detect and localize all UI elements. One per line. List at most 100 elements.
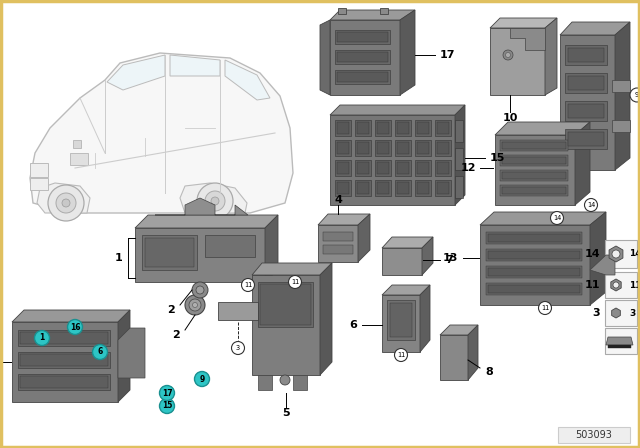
Circle shape xyxy=(193,302,198,307)
Bar xyxy=(355,160,371,176)
Bar xyxy=(486,266,582,278)
Polygon shape xyxy=(606,337,633,345)
Bar xyxy=(608,345,631,348)
Bar xyxy=(380,8,388,14)
Text: 11: 11 xyxy=(584,280,600,290)
Bar xyxy=(375,120,391,136)
Bar xyxy=(355,140,371,156)
Circle shape xyxy=(241,279,255,292)
Bar xyxy=(488,268,580,276)
Bar xyxy=(415,180,431,196)
Text: 11: 11 xyxy=(629,280,640,289)
Polygon shape xyxy=(155,198,248,215)
Bar xyxy=(435,180,451,196)
Bar xyxy=(142,235,197,270)
Bar xyxy=(415,120,431,136)
Bar xyxy=(568,48,604,62)
Text: 14: 14 xyxy=(587,202,595,208)
Bar xyxy=(323,232,353,241)
Text: 12: 12 xyxy=(461,163,476,173)
Circle shape xyxy=(503,50,513,60)
Bar xyxy=(395,180,411,196)
Bar xyxy=(70,153,88,165)
Circle shape xyxy=(630,88,640,102)
Bar xyxy=(488,251,580,259)
Polygon shape xyxy=(615,22,630,170)
Text: 15: 15 xyxy=(490,153,506,163)
Bar xyxy=(375,140,391,156)
Bar xyxy=(18,374,110,390)
Text: 14: 14 xyxy=(629,250,640,258)
Bar xyxy=(500,140,568,151)
Polygon shape xyxy=(382,295,420,352)
Bar xyxy=(258,282,313,327)
Bar xyxy=(486,283,582,295)
Bar xyxy=(335,160,351,176)
Circle shape xyxy=(205,191,225,211)
Bar xyxy=(568,76,604,90)
Bar xyxy=(417,162,429,174)
Bar xyxy=(612,120,630,132)
Polygon shape xyxy=(590,255,615,275)
Polygon shape xyxy=(495,122,590,135)
Polygon shape xyxy=(440,325,478,335)
Bar xyxy=(355,120,371,136)
Circle shape xyxy=(67,319,83,335)
Polygon shape xyxy=(420,285,430,352)
Text: 17: 17 xyxy=(440,50,456,60)
Bar xyxy=(612,80,630,92)
Text: 15: 15 xyxy=(162,401,172,410)
Text: 11: 11 xyxy=(541,305,549,311)
Bar xyxy=(338,8,346,14)
Bar xyxy=(488,234,580,242)
Bar xyxy=(390,303,412,337)
Polygon shape xyxy=(258,375,272,390)
Polygon shape xyxy=(107,55,165,90)
Bar xyxy=(377,142,389,154)
Bar xyxy=(565,129,607,149)
Bar xyxy=(337,182,349,194)
Polygon shape xyxy=(135,228,265,282)
Bar xyxy=(502,187,566,194)
Bar xyxy=(205,235,255,257)
Bar xyxy=(337,162,349,174)
Bar xyxy=(30,163,48,177)
Bar xyxy=(335,140,351,156)
Text: 1: 1 xyxy=(115,253,122,263)
Bar xyxy=(605,240,637,268)
Bar xyxy=(417,142,429,154)
Polygon shape xyxy=(609,246,623,262)
Circle shape xyxy=(197,183,233,219)
Bar xyxy=(337,52,388,62)
Bar xyxy=(30,178,48,190)
Bar xyxy=(357,122,369,134)
Polygon shape xyxy=(468,325,478,380)
Text: 5: 5 xyxy=(282,408,290,418)
Polygon shape xyxy=(118,310,130,402)
Bar xyxy=(387,300,415,340)
Text: 14: 14 xyxy=(584,249,600,259)
Bar xyxy=(437,162,449,174)
Text: 7: 7 xyxy=(445,255,452,265)
Circle shape xyxy=(56,193,76,213)
Bar xyxy=(502,172,566,179)
Text: 2: 2 xyxy=(167,305,175,315)
Bar xyxy=(377,122,389,134)
Bar xyxy=(18,352,110,368)
Text: 3: 3 xyxy=(236,345,240,351)
Polygon shape xyxy=(293,375,307,390)
Bar xyxy=(455,176,463,198)
Polygon shape xyxy=(382,285,430,295)
Text: 6: 6 xyxy=(349,320,357,330)
Circle shape xyxy=(196,286,204,294)
Text: 11: 11 xyxy=(244,282,252,288)
Circle shape xyxy=(93,345,108,359)
Bar xyxy=(18,330,110,346)
Bar xyxy=(568,132,604,146)
Bar xyxy=(395,160,411,176)
Text: 3: 3 xyxy=(629,309,636,318)
Bar xyxy=(20,354,108,366)
Bar xyxy=(337,142,349,154)
Polygon shape xyxy=(382,248,422,275)
Polygon shape xyxy=(382,237,433,248)
